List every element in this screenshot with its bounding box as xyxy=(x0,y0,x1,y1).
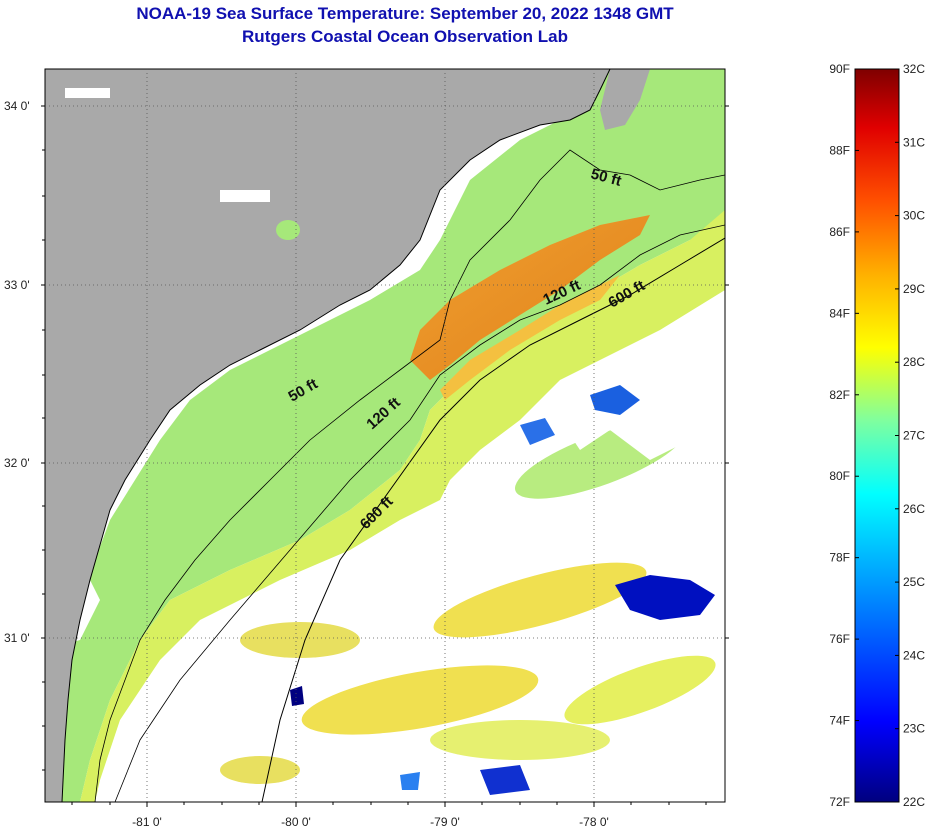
colorbar-c-label: 23C xyxy=(903,722,925,736)
lon-label: -80 0' xyxy=(281,815,311,829)
colorbar-f-label: 90F xyxy=(829,62,850,76)
colorbar-f-label: 74F xyxy=(829,714,850,728)
colorbar-f-label: 76F xyxy=(829,632,850,646)
colorbar-f-label: 86F xyxy=(829,225,850,239)
contour-50ft xyxy=(94,149,725,802)
colorbar-c-label: 24C xyxy=(903,648,925,662)
map-area xyxy=(45,69,725,802)
lat-label: 34 0' xyxy=(4,99,30,113)
colorbar-c-label: 29C xyxy=(903,282,925,296)
map-frame xyxy=(44,68,726,803)
map-subtitle: Rutgers Coastal Ocean Observation Lab xyxy=(242,27,568,46)
lat-label: 32 0' xyxy=(4,456,30,470)
colorbar-f-label: 88F xyxy=(829,143,850,157)
sst-midshelf-band xyxy=(80,210,725,802)
colorbar-c-label: 22C xyxy=(903,795,925,809)
lat-label: 33 0' xyxy=(4,278,30,292)
colorbar-f-label: 80F xyxy=(829,469,850,483)
colorbar-c-label: 30C xyxy=(903,209,925,223)
graticule xyxy=(45,69,725,802)
contour-120ft xyxy=(114,224,725,802)
lon-label: -78 0' xyxy=(579,815,609,829)
colorbar-fahrenheit-labels: 90F 88F 86F 84F 82F 80F 78F 76F 74F 72F xyxy=(829,62,850,809)
axis-ticks xyxy=(41,105,729,807)
colorbar-f-label: 78F xyxy=(829,551,850,565)
colorbar-c-label: 25C xyxy=(903,575,925,589)
coastline xyxy=(61,69,611,802)
colorbar-c-label: 27C xyxy=(903,429,925,443)
lat-label: 31 0' xyxy=(4,631,30,645)
colorbar xyxy=(854,68,900,803)
colorbar-c-label: 31C xyxy=(903,135,925,149)
colorbar-ticks xyxy=(855,68,899,803)
colorbar-celsius-labels: 32C 31C 30C 29C 28C 27C 26C 25C 24C 23C 22C xyxy=(903,62,925,809)
lon-label: -79 0' xyxy=(430,815,460,829)
colorbar-c-label: 28C xyxy=(903,355,925,369)
colorbar-c-label: 32C xyxy=(903,62,925,76)
contour-600ft xyxy=(261,237,725,802)
sst-cold-patch xyxy=(615,575,715,620)
colorbar-f-label: 72F xyxy=(829,795,850,809)
map-title: NOAA-19 Sea Surface Temperature: Septemb… xyxy=(136,4,674,23)
land-mass xyxy=(45,69,610,802)
sst-warm-core xyxy=(410,215,650,380)
colorbar-f-label: 82F xyxy=(829,388,850,402)
colorbar-c-label: 26C xyxy=(903,502,925,516)
lon-label: -81 0' xyxy=(132,815,162,829)
colorbar-f-label: 84F xyxy=(829,306,850,320)
